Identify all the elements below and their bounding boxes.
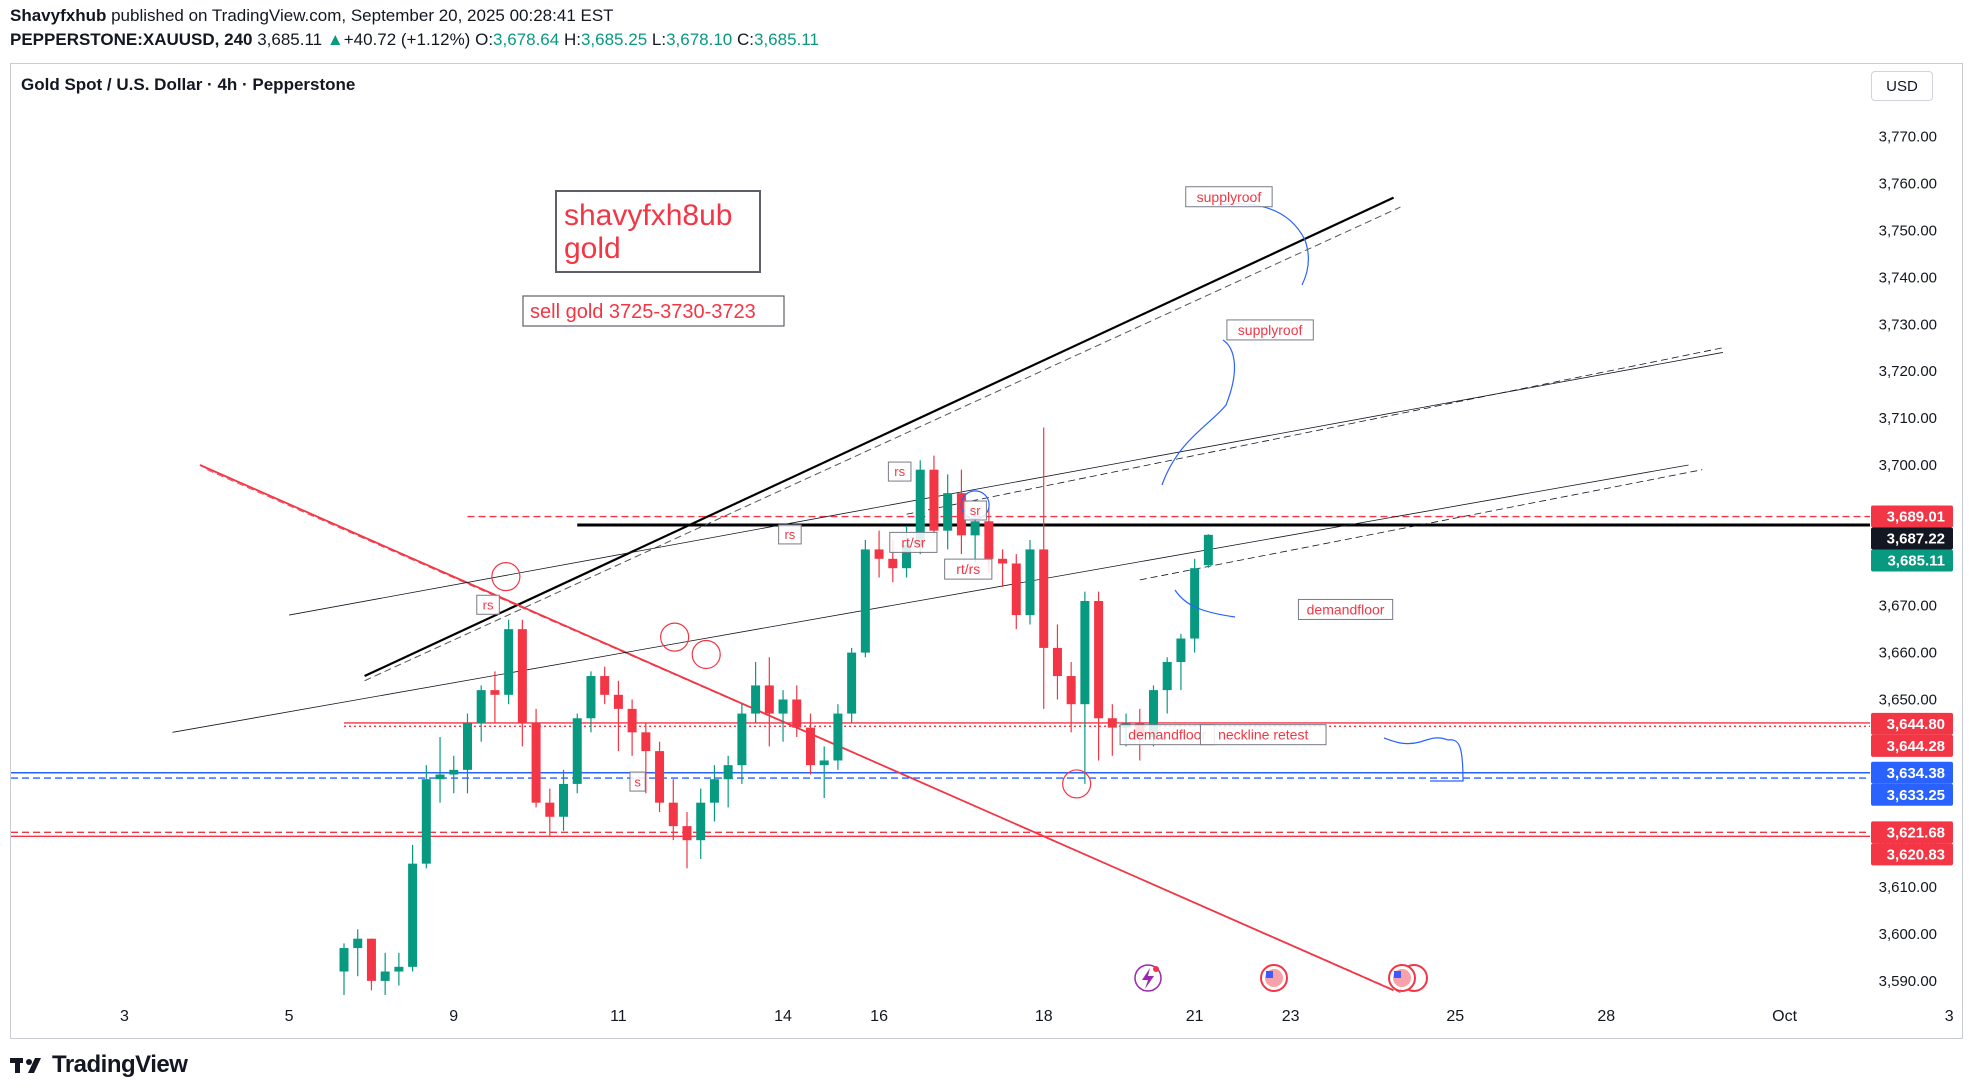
price-change: +40.72 (+1.12%) [343, 30, 471, 49]
currency-button[interactable]: USD [1871, 71, 1933, 101]
last-price: 3,685.11 [257, 30, 323, 49]
tradingview-logo-icon [10, 1058, 41, 1073]
symbol-line: PEPPERSTONE:XAUUSD, 240 3,685.11 ▲+40.72… [10, 30, 819, 50]
open-label: O: [475, 30, 494, 49]
footer: TradingView [10, 1050, 188, 1080]
low-value: 3,678.10 [666, 30, 733, 49]
up-arrow-icon: ▲ [326, 30, 344, 49]
publish-line: Shavyfxhub published on TradingView.com,… [10, 6, 614, 26]
high-label: H: [563, 30, 581, 49]
open-value: 3,678.64 [493, 30, 560, 49]
published-text: published on TradingView.com, September … [111, 6, 614, 25]
low-label: L: [651, 30, 667, 49]
author-name[interactable]: Shavyfxhub [10, 6, 107, 25]
tradingview-brand: TradingView [52, 1051, 188, 1078]
symbol-name: PEPPERSTONE:XAUUSD, 240 [10, 30, 253, 49]
chart-title: Gold Spot / U.S. Dollar · 4h · Peppersto… [21, 75, 356, 94]
chart-frame [10, 63, 1963, 1039]
high-value: 3,685.25 [580, 30, 648, 49]
close-label: C: [737, 30, 754, 49]
close-value: 3,685.11 [754, 30, 819, 49]
